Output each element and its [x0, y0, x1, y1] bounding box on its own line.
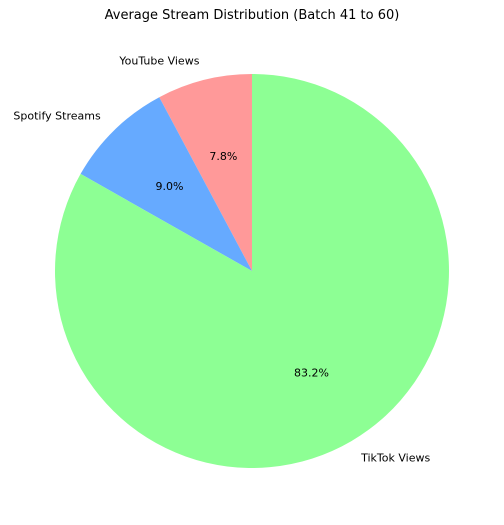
- chart-title: Average Stream Distribution (Batch 41 to…: [105, 8, 400, 23]
- pie-labels: YouTube Views 7.8% Spotify Streams 9.0% TikT…: [13, 54, 430, 464]
- category-label-youtube-views: YouTube Views: [118, 54, 199, 67]
- category-label-spotify-streams: Spotify Streams: [13, 109, 101, 122]
- percent-label-spotify-streams: 9.0%: [156, 180, 184, 193]
- pie-slice-youtube-views: [159, 74, 252, 271]
- category-label-tiktok-views: TikTok Views: [360, 452, 430, 465]
- percent-label-youtube-views: 7.8%: [209, 150, 237, 163]
- percent-label-tiktok-views: 83.2%: [294, 367, 329, 380]
- pie-slice-tiktok-views: [54, 74, 449, 468]
- pie-slice-spotify-streams: [80, 97, 252, 271]
- pie-slices: [54, 74, 449, 468]
